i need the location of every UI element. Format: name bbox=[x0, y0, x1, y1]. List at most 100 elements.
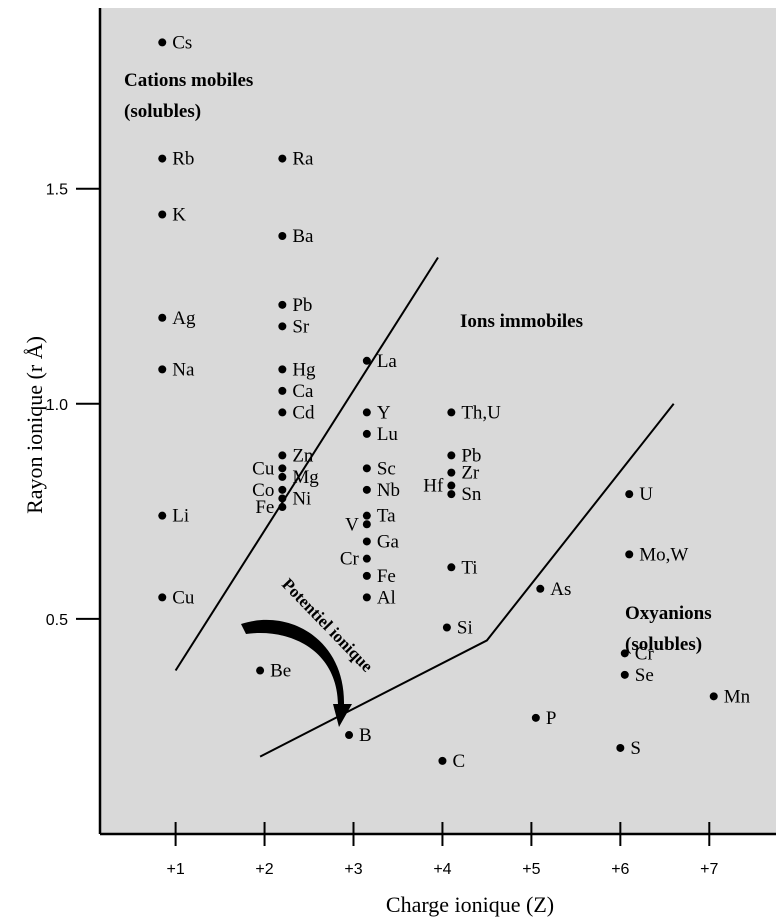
point-label: Ni bbox=[292, 488, 311, 509]
point-marker bbox=[362, 408, 371, 417]
data-point: P bbox=[531, 708, 557, 729]
data-point: Cu bbox=[252, 458, 287, 479]
point-label: Cr bbox=[635, 643, 655, 664]
point-label: Ti bbox=[461, 557, 477, 578]
y-tick-label: 0.5 bbox=[46, 612, 68, 629]
point-label: Ga bbox=[377, 531, 400, 552]
region-label-line: Cations mobiles bbox=[124, 70, 253, 91]
data-point: Cr bbox=[340, 549, 371, 570]
data-point: Fe bbox=[255, 497, 287, 518]
data-point: U bbox=[625, 484, 653, 505]
data-point: Lu bbox=[362, 424, 398, 445]
boundary-line bbox=[174, 256, 439, 672]
curved-arrow-icon bbox=[241, 619, 352, 727]
point-marker bbox=[278, 365, 287, 374]
point-marker bbox=[278, 472, 287, 481]
point-marker bbox=[362, 520, 371, 529]
data-point: Hg bbox=[278, 359, 316, 380]
point-marker bbox=[278, 322, 287, 331]
point-marker bbox=[362, 485, 371, 494]
data-point: As bbox=[536, 579, 571, 600]
data-point: Na bbox=[158, 359, 195, 380]
point-marker bbox=[278, 503, 287, 512]
x-axis-title-text: Charge ionique (Z) bbox=[386, 892, 554, 917]
data-point: S bbox=[616, 738, 641, 759]
point-label: Ca bbox=[292, 381, 314, 402]
point-marker bbox=[278, 386, 287, 395]
point-marker bbox=[278, 485, 287, 494]
region-label-line: Ions immobiles bbox=[460, 311, 583, 332]
data-point: Sn bbox=[447, 484, 482, 505]
point-label: As bbox=[550, 579, 571, 600]
point-label: Y bbox=[377, 402, 391, 423]
point-marker bbox=[620, 670, 629, 679]
point-label: Sc bbox=[377, 458, 396, 479]
point-marker bbox=[447, 563, 456, 572]
y-tick-label: 1.5 bbox=[46, 182, 68, 199]
point-label: Li bbox=[172, 506, 189, 527]
point-marker bbox=[158, 511, 167, 520]
point-marker bbox=[362, 356, 371, 365]
point-label: Rb bbox=[172, 149, 194, 170]
region-label-oxyanions: Oxyanions (solubles) bbox=[625, 603, 712, 655]
point-label: Pb bbox=[292, 295, 312, 316]
point-marker bbox=[447, 481, 456, 490]
point-label: Cs bbox=[172, 32, 192, 53]
boundary-lines bbox=[174, 256, 675, 758]
point-marker bbox=[531, 713, 540, 722]
data-point: Sr bbox=[278, 316, 310, 337]
y-tick-label: 1.0 bbox=[46, 397, 68, 414]
point-label: Ra bbox=[292, 149, 314, 170]
point-label: Na bbox=[172, 359, 195, 380]
data-point: Cd bbox=[278, 402, 315, 423]
point-label: Hg bbox=[292, 359, 316, 380]
point-marker bbox=[362, 537, 371, 546]
point-marker bbox=[278, 451, 287, 460]
data-point: Li bbox=[158, 506, 189, 527]
boundary-line bbox=[259, 403, 675, 758]
point-marker bbox=[345, 731, 354, 740]
point-marker bbox=[362, 464, 371, 473]
point-label: B bbox=[359, 725, 372, 746]
point-label: Pb bbox=[461, 445, 481, 466]
data-point: Zr bbox=[447, 463, 480, 484]
data-point: Sc bbox=[362, 458, 396, 479]
data-point: Cr bbox=[620, 643, 655, 664]
data-point: Nb bbox=[362, 480, 400, 501]
point-label: U bbox=[639, 484, 653, 505]
point-marker bbox=[362, 511, 371, 520]
data-point: Ra bbox=[278, 149, 314, 170]
data-point: Mn bbox=[709, 686, 751, 707]
data-point: Hf bbox=[423, 476, 456, 497]
point-marker bbox=[362, 554, 371, 563]
point-label: Ag bbox=[172, 308, 196, 329]
point-marker bbox=[278, 232, 287, 241]
point-marker bbox=[447, 408, 456, 417]
point-label: Cr bbox=[340, 549, 360, 570]
point-label: Se bbox=[635, 665, 654, 686]
x-tick-label: +2 bbox=[255, 861, 273, 878]
point-marker bbox=[158, 154, 167, 163]
point-label: Si bbox=[457, 618, 473, 639]
point-marker bbox=[625, 490, 634, 499]
point-marker bbox=[362, 429, 371, 438]
data-point: Cs bbox=[158, 32, 192, 53]
x-tick-label: +7 bbox=[700, 861, 718, 878]
point-marker bbox=[362, 571, 371, 580]
point-label: Mn bbox=[724, 686, 751, 707]
x-tick-label: +1 bbox=[166, 861, 184, 878]
x-axis-ticks: +1 +2 +3 +4 +5 +6 +7 bbox=[166, 822, 719, 878]
y-axis-title-text: Rayon ionique (r Å) bbox=[22, 336, 47, 514]
point-label: P bbox=[546, 708, 557, 729]
data-point: Rb bbox=[158, 149, 194, 170]
data-point: Cu bbox=[158, 587, 195, 608]
data-point: K bbox=[158, 205, 186, 226]
data-point: Be bbox=[256, 661, 291, 682]
data-point: Ta bbox=[362, 506, 396, 527]
point-marker bbox=[362, 593, 371, 602]
x-axis-title: Charge ionique (Z) bbox=[386, 892, 554, 917]
region-label-line: (solubles) bbox=[124, 101, 201, 122]
point-marker bbox=[616, 743, 625, 752]
